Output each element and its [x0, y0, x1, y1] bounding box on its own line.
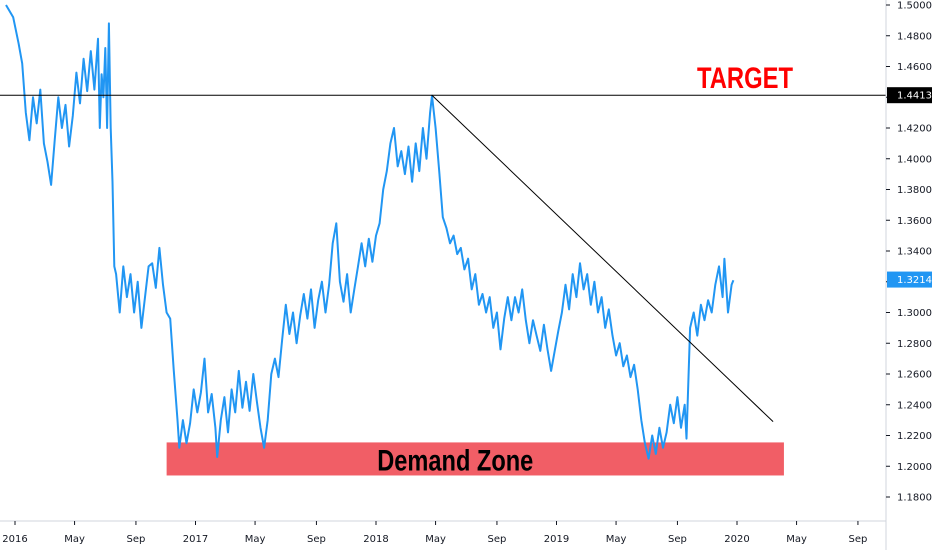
x-tick-label: Sep — [307, 534, 326, 545]
x-axis[interactable]: 2016 May Sep 2017 May Sep 2018 May Sep 2019 May Sep… — [2, 521, 867, 545]
x-tick-label: May — [245, 534, 266, 545]
target-label: TARGET — [697, 62, 793, 95]
x-tick-label: May — [425, 534, 446, 545]
y-tick-label: 1.30000 — [897, 308, 932, 319]
x-tick-label: 2017 — [183, 534, 208, 545]
current-price-tag-bg — [887, 271, 932, 288]
y-tick-label: 1.24000 — [897, 400, 932, 411]
y-tick-label: 1.46000 — [897, 62, 932, 73]
target-price-tag-bg — [887, 87, 932, 104]
y-tick-label: 1.42000 — [897, 124, 932, 135]
x-tick-label: May — [64, 534, 85, 545]
y-tick-label: 1.34000 — [897, 247, 932, 258]
x-tick-label: May — [606, 534, 627, 545]
x-tick-label: 2016 — [2, 534, 27, 545]
x-tick-label: 2018 — [363, 534, 388, 545]
annotations: Demand Zone TARGET — [377, 62, 793, 477]
y-tick-label: 1.48000 — [897, 31, 932, 42]
y-tick-label: 1.50000 — [897, 1, 932, 12]
x-tick-label: Sep — [668, 534, 687, 545]
x-tick-label: Sep — [488, 534, 507, 545]
demand-zone-label: Demand Zone — [377, 444, 533, 477]
y-tick-label: 1.20000 — [897, 462, 932, 473]
y-tick-label: 1.22000 — [897, 431, 932, 442]
x-tick-label: Sep — [127, 534, 146, 545]
target-price-tag: 1.44134 — [897, 91, 932, 102]
y-tick-label: 1.40000 — [897, 154, 932, 165]
y-tick-label: 1.18000 — [897, 493, 932, 504]
price-line — [5, 4, 735, 460]
demand-zone-box — [166, 442, 784, 476]
y-tick-label: 1.26000 — [897, 370, 932, 381]
plot-area[interactable] — [0, 4, 886, 476]
trendline — [431, 94, 774, 423]
x-tick-label: Sep — [849, 534, 868, 545]
y-axis[interactable]: 1.500001.480001.460001.440001.420001.400… — [886, 1, 932, 504]
y-tick-label: 1.36000 — [897, 216, 932, 227]
x-tick-label: 2019 — [544, 534, 569, 545]
x-tick-label: May — [786, 534, 807, 545]
x-tick-label: 2020 — [724, 534, 749, 545]
y-tick-label: 1.28000 — [897, 339, 932, 350]
y-tick-label: 1.38000 — [897, 185, 932, 196]
